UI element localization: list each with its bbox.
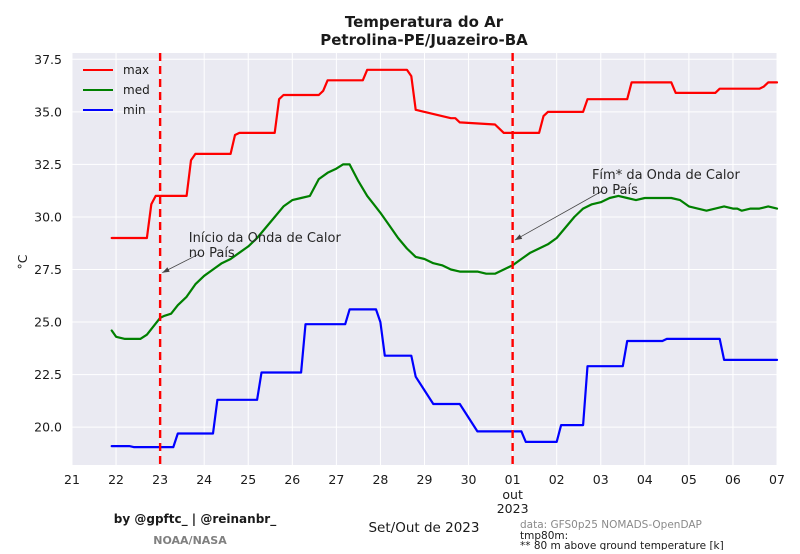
credits-agency: NOAA/NASA: [153, 534, 227, 547]
x-tick-label: 03: [593, 472, 609, 487]
series-line-med: [110, 163, 779, 340]
x-tick-label: 05: [681, 472, 697, 487]
x-tick-label: 07: [769, 472, 785, 487]
x-tick-month-label: out: [502, 487, 523, 502]
series-line-max: [110, 68, 779, 240]
y-axis-ticks: 20.0 22.5 25.0 27.5 30.0 32.5 35.0 37.5: [34, 52, 62, 435]
x-tick-label: 24: [196, 472, 212, 487]
annotation-text: no País: [592, 183, 638, 198]
source-variable: tmp80m:: [520, 530, 568, 542]
legend: max med min: [83, 63, 150, 117]
y-tick-label: 30.0: [34, 209, 62, 224]
y-tick-label: 37.5: [34, 52, 62, 67]
y-tick-label: 25.0: [34, 315, 62, 330]
x-tick-label: 01: [505, 472, 521, 487]
x-tick-label: 30: [461, 472, 477, 487]
legend-label-min: min: [123, 103, 146, 117]
x-axis-label: Set/Out de 2023: [368, 520, 479, 536]
x-tick-label: 04: [637, 472, 653, 487]
annotation-text: Fím* da Onda de Calor: [592, 168, 741, 183]
y-tick-label: 35.0: [34, 104, 62, 119]
y-tick-label: 20.0: [34, 420, 62, 435]
legend-label-med: med: [123, 83, 150, 97]
annotation-text: Início da Onda de Calor: [189, 231, 342, 246]
credits-authors: by @gpftc_ | @reinanbr_: [114, 512, 276, 527]
annotation-arrow-shaft: [514, 190, 603, 241]
x-tick-label: 06: [725, 472, 741, 487]
series-layer: [110, 68, 779, 449]
x-tick-label: 26: [284, 472, 300, 487]
x-tick-label: 02: [549, 472, 565, 487]
series-line-min: [110, 308, 779, 449]
chart-subtitle: Petrolina-PE/Juazeiro-BA: [320, 31, 528, 49]
x-tick-label: 22: [108, 472, 124, 487]
chart-title: Temperatura do Ar: [345, 13, 504, 31]
x-tick-label: 21: [64, 472, 80, 487]
x-tick-label: 29: [417, 472, 433, 487]
x-tick-year-label: 2023: [497, 501, 529, 516]
x-tick-label: 23: [152, 472, 168, 487]
legend-label-max: max: [123, 63, 149, 77]
y-tick-label: 27.5: [34, 262, 62, 277]
x-tick-label: 28: [372, 472, 388, 487]
y-axis-label: °C: [15, 254, 30, 269]
heatwave-markers: [158, 53, 514, 465]
annotation-text: no País: [189, 246, 235, 261]
source-note: ** 80 m above ground temperature [k]: [520, 540, 724, 550]
x-tick-label: 25: [240, 472, 256, 487]
annotation-arrow-head: [162, 267, 170, 273]
y-tick-label: 32.5: [34, 157, 62, 172]
y-tick-label: 22.5: [34, 367, 62, 382]
annotation-arrow-head: [514, 234, 523, 241]
x-tick-label: 27: [328, 472, 344, 487]
source-data: data: GFS0p25 NOMADS-OpenDAP: [520, 519, 702, 531]
